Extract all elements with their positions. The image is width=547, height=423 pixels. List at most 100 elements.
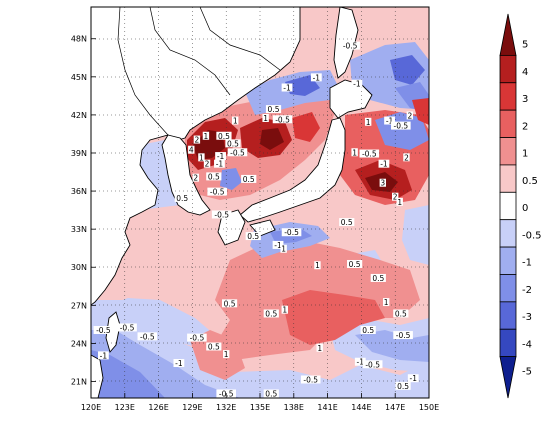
- contour-label: -0.5: [210, 188, 225, 197]
- longitude-axis: 120E 123E 126E 129E 132E 135E 138E 141E 144E 147E…: [81, 393, 439, 412]
- contour-label-bg: [406, 111, 414, 120]
- colorbar-label: 0: [522, 203, 528, 214]
- contour-label: -0.5: [365, 360, 380, 369]
- colorbar-label: -5: [522, 367, 532, 378]
- contour-label-bg: [391, 121, 411, 130]
- contour-label-bg: [272, 115, 293, 124]
- contour-label-bg: [227, 148, 248, 157]
- contour-label: 0.5: [243, 175, 255, 184]
- east-negative-strip: [402, 205, 429, 265]
- lon-tick-label: 138E: [284, 403, 304, 412]
- contour-label: 2: [404, 153, 409, 162]
- contour-label-bg: [364, 117, 372, 126]
- contour-label-bg: [392, 192, 399, 201]
- contour-label: 1: [204, 132, 209, 141]
- contour-label: -0.5: [140, 332, 155, 341]
- contour-label-bg: [360, 325, 376, 334]
- contour-label: 0.5: [362, 326, 374, 335]
- contour-label: 1: [282, 306, 287, 315]
- contour-label-bg: [202, 131, 210, 140]
- contour-label: 1: [263, 114, 268, 123]
- colorbar-segment: [499, 301, 517, 330]
- contour-label-bg: [225, 139, 241, 148]
- contour-label-bg: [281, 228, 302, 237]
- contour-label: 2: [407, 111, 412, 120]
- contour-label-bg: [198, 153, 205, 162]
- contour-label-bg: [93, 325, 114, 334]
- colorbar-segment: [499, 246, 517, 275]
- contour-label-bg: [281, 305, 288, 314]
- colorbar-segment: [499, 274, 517, 303]
- contour-label: -0.5: [230, 148, 245, 157]
- contour-label-bg: [216, 131, 232, 140]
- contour-label-bg: [187, 333, 207, 342]
- contour-label-bg: [280, 244, 287, 253]
- contour-label: -1: [380, 160, 388, 169]
- contour-label: -0.5: [96, 326, 111, 335]
- contour-label: 3: [380, 179, 385, 188]
- contour-label: -0.5: [303, 375, 318, 384]
- contour-label-bg: [347, 259, 363, 268]
- lon-tick-label: 120E: [81, 403, 101, 412]
- contour-label: 1: [315, 261, 320, 270]
- contour-label: -0.5: [275, 115, 290, 124]
- contour-label: -1: [353, 80, 361, 89]
- contour-label-bg: [384, 116, 395, 125]
- contour-label-bg: [339, 218, 355, 227]
- contour-label: -0.5: [343, 42, 358, 51]
- korean-peninsula: [161, 134, 211, 216]
- contour-label-bg: [316, 343, 323, 352]
- contour-label-bg: [206, 342, 222, 351]
- kuril-positive: [412, 98, 429, 125]
- contour-label-bg: [314, 261, 321, 270]
- tsushima-hotspot: [292, 112, 320, 142]
- contour-label-bg: [359, 149, 380, 158]
- lat-tick-label: 30N: [71, 263, 87, 272]
- contour-label-bg: [340, 41, 360, 50]
- contour-label: -0.5: [362, 150, 377, 159]
- contour-label-bg: [263, 389, 279, 398]
- mainland-borders: [117, 7, 281, 136]
- contour-label-bg: [232, 116, 239, 125]
- colorbar-label: 1: [522, 149, 528, 160]
- contour-label-bg: [310, 73, 322, 82]
- contour-label-bg: [137, 332, 158, 341]
- contour-label: 1: [384, 298, 389, 307]
- contour-label: 1: [366, 118, 371, 127]
- contour-label: 1: [352, 148, 357, 157]
- contour-label: -0.5: [394, 122, 409, 131]
- contour-label: 1: [233, 117, 238, 126]
- contour-label: -1: [216, 160, 224, 169]
- contour-label: 1: [397, 198, 402, 207]
- colorbar-label: 3: [522, 94, 528, 105]
- contour-label: -0.5: [284, 228, 299, 237]
- central-positive-field-2: [282, 290, 385, 345]
- contour-label: -0.5: [190, 334, 205, 343]
- contour-label: 1: [224, 350, 229, 359]
- contour-label: -1: [357, 358, 365, 367]
- colorbar-segment: [499, 82, 517, 111]
- colorbar-label: -2: [522, 285, 532, 296]
- contour-label: -0.5: [396, 331, 411, 340]
- contour-label-bg: [393, 309, 409, 318]
- contour-label: 1: [199, 153, 204, 162]
- contour-label: 0.5: [349, 260, 361, 269]
- lon-tick-label: 132E: [216, 403, 236, 412]
- east-china-sea-positive: [140, 205, 230, 275]
- southwest-negative-field: [91, 350, 165, 398]
- contour-label: 0.5: [372, 274, 384, 283]
- contour-label: 0.5: [395, 309, 407, 318]
- hokkaido: [329, 79, 373, 119]
- contour-label-bg: [362, 360, 383, 369]
- colorbar-segment: [499, 219, 517, 248]
- contour-label: 2: [205, 160, 210, 169]
- contour-label-bg: [221, 299, 238, 308]
- colorbar-label: 2: [522, 121, 528, 132]
- kyushu: [217, 209, 246, 246]
- colorbar-segment: [499, 109, 517, 138]
- contour-label: 0.5: [268, 105, 280, 114]
- contour-label-bg: [223, 350, 230, 359]
- contour-label: 0.5: [176, 194, 188, 203]
- contour-label-bg: [245, 232, 261, 241]
- colorbar-label: 4: [522, 67, 528, 78]
